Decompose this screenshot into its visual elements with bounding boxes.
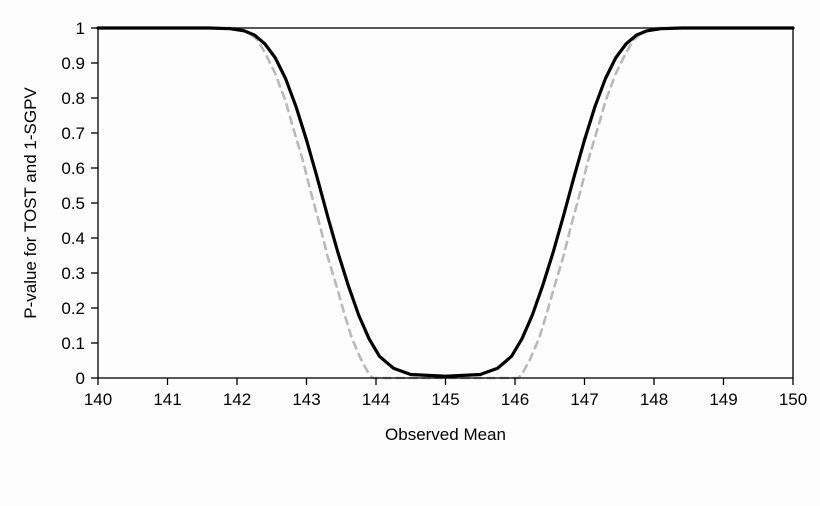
x-tick-label: 140 xyxy=(84,390,112,409)
x-tick-label: 150 xyxy=(779,390,807,409)
y-tick-label: 0.8 xyxy=(61,89,85,108)
x-tick-label: 144 xyxy=(362,390,390,409)
y-tick-label: 0.4 xyxy=(61,229,85,248)
x-tick-label: 148 xyxy=(640,390,668,409)
x-tick-label: 147 xyxy=(570,390,598,409)
x-tick-label: 146 xyxy=(501,390,529,409)
y-tick-label: 0 xyxy=(76,369,85,388)
y-tick-label: 1 xyxy=(76,19,85,38)
y-axis-label: P-value for TOST and 1-SGPV xyxy=(21,87,40,319)
y-tick-label: 0.9 xyxy=(61,54,85,73)
y-tick-label: 0.7 xyxy=(61,124,85,143)
x-tick-label: 141 xyxy=(153,390,181,409)
chart-container: 140 141 142 143 144 145 146 147 148 149 150 0 0.1 0.2… xyxy=(0,0,820,506)
y-tick-label: 0.3 xyxy=(61,264,85,283)
x-tick-label: 143 xyxy=(292,390,320,409)
chart-svg: 140 141 142 143 144 145 146 147 148 149 150 0 0.1 0.2… xyxy=(0,0,820,506)
y-tick-label: 0.5 xyxy=(61,194,85,213)
x-tick-label: 145 xyxy=(431,390,459,409)
y-tick-label: 0.2 xyxy=(61,299,85,318)
x-tick-label: 142 xyxy=(223,390,251,409)
y-tick-label: 0.6 xyxy=(61,159,85,178)
y-tick-label: 0.1 xyxy=(61,334,85,353)
x-axis-label: Observed Mean xyxy=(385,425,506,444)
x-tick-label: 149 xyxy=(709,390,737,409)
